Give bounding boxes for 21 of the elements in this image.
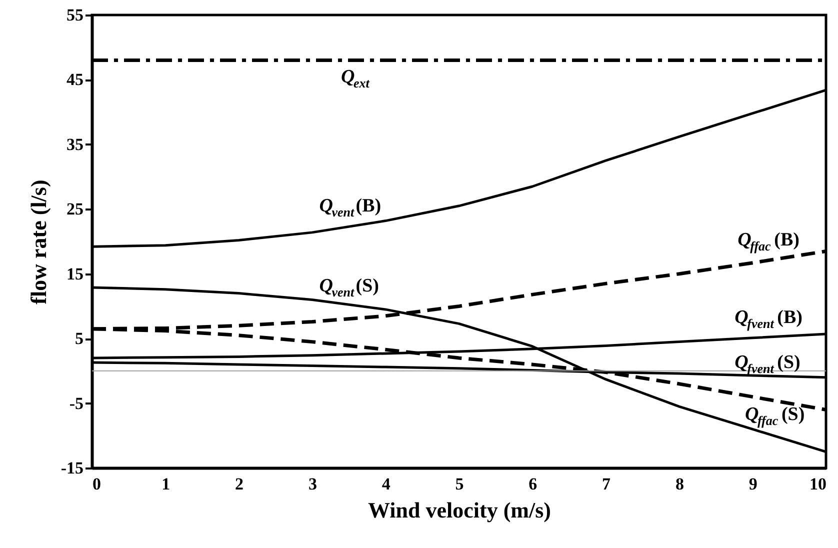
x-tick-label: 0 xyxy=(92,474,101,494)
x-tick-label: 10 xyxy=(810,474,826,494)
x-tick-label: 2 xyxy=(235,474,244,494)
x-tick-label: 1 xyxy=(162,474,170,494)
x-tick-label: 9 xyxy=(748,474,758,494)
y-tick-label: 35 xyxy=(66,134,84,154)
y-tick-label: 15 xyxy=(66,264,84,284)
y-tick-label: 25 xyxy=(66,200,84,219)
x-tick-label: 5 xyxy=(455,474,464,494)
y-tick-label: -15 xyxy=(60,458,84,478)
y-tick-label: 5 xyxy=(75,329,84,348)
y-axis-title: flow rate (l/s) xyxy=(26,180,51,304)
x-tick-label: 7 xyxy=(602,474,612,494)
y-tick-label: -5 xyxy=(69,394,84,413)
x-tick-label: 6 xyxy=(528,474,538,494)
x-tick-label: 3 xyxy=(308,474,317,494)
x-axis-title: Wind velocity (m/s) xyxy=(368,498,551,522)
y-tick-label: 45 xyxy=(66,70,84,90)
x-tick-label: 8 xyxy=(675,474,684,494)
y-tick-label: 55 xyxy=(66,6,84,24)
x-tick-label: 4 xyxy=(382,474,391,494)
